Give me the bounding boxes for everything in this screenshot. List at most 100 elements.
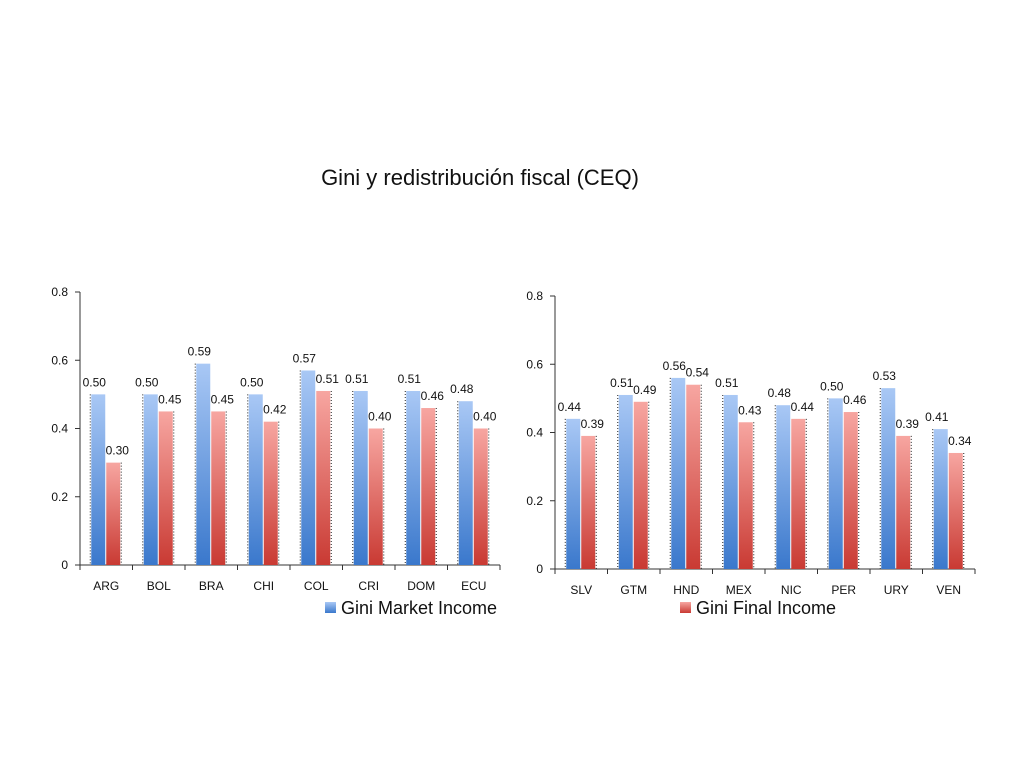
right-bar-final-ven: [948, 452, 963, 569]
left-x-tick-label-col: COL: [304, 579, 329, 593]
legend-market-swatch: [325, 602, 336, 613]
left-bar-final-bol: [158, 411, 173, 565]
left-x-tick-label-bol: BOL: [147, 579, 171, 593]
right-bar-market-per: [828, 398, 843, 569]
left-label-final-arg: 0.30: [106, 444, 130, 458]
left-label-final-bol: 0.45: [158, 392, 182, 406]
right-bar-market-mex: [723, 394, 738, 569]
left-bar-market-bol: [143, 394, 158, 565]
left-bar-market-dom: [406, 390, 421, 565]
right-bar-market-slv: [566, 418, 581, 569]
left-bar-market-ecu: [458, 401, 473, 565]
right-y-tick-label: 0: [536, 562, 543, 576]
right-bar-final-nic: [791, 418, 806, 569]
right-label-market-per: 0.50: [820, 379, 844, 393]
left-label-market-cri: 0.51: [345, 372, 369, 386]
left-label-market-ecu: 0.48: [450, 382, 474, 396]
left-x-tick-label-bra: BRA: [199, 579, 224, 593]
left-bar-final-dom: [421, 408, 436, 565]
right-label-final-ven: 0.34: [948, 434, 972, 448]
right-bar-final-hnd: [686, 384, 701, 569]
right-bar-market-hnd: [671, 377, 686, 569]
left-x-tick-label-ecu: ECU: [461, 579, 486, 593]
right-label-market-ven: 0.41: [925, 410, 949, 424]
left-y-tick-label: 0.2: [51, 490, 68, 504]
right-label-market-ury: 0.53: [873, 369, 897, 383]
right-label-market-nic: 0.48: [768, 386, 792, 400]
left-label-market-dom: 0.51: [398, 372, 422, 386]
page-title: Gini y redistribución fiscal (CEQ): [321, 165, 639, 190]
right-label-final-mex: 0.43: [738, 403, 762, 417]
left-label-market-arg: 0.50: [83, 375, 107, 389]
left-label-final-cri: 0.40: [368, 410, 392, 424]
right-x-tick-label-nic: NIC: [781, 583, 802, 597]
legend-market: Gini Market Income: [325, 598, 497, 618]
right-label-final-nic: 0.44: [791, 400, 815, 414]
left-bar-final-chi: [263, 421, 278, 565]
right-x-tick-label-slv: SLV: [570, 583, 592, 597]
right-x-tick-label-ven: VEN: [936, 583, 961, 597]
left-y-tick-label: 0.4: [51, 422, 68, 436]
right-bar-final-ury: [896, 435, 911, 569]
legend-final-swatch: [680, 602, 691, 613]
left-bar-final-col: [316, 390, 331, 565]
right-label-market-mex: 0.51: [715, 376, 739, 390]
right-bar-market-nic: [776, 405, 791, 569]
right-x-tick-label-gtm: GTM: [620, 583, 647, 597]
right-label-market-slv: 0.44: [558, 400, 582, 414]
left-label-final-dom: 0.46: [421, 389, 445, 403]
left-bar-market-col: [301, 370, 316, 565]
left-x-tick-label-cri: CRI: [358, 579, 379, 593]
legend-final: Gini Final Income: [680, 598, 836, 618]
right-label-final-gtm: 0.49: [633, 383, 657, 397]
left-label-final-ecu: 0.40: [473, 410, 497, 424]
left-y-tick-label: 0.8: [51, 285, 68, 299]
right-x-tick-label-mex: MEX: [726, 583, 752, 597]
legend-market-label: Gini Market Income: [341, 598, 497, 618]
right-y-tick-label: 0.8: [526, 289, 543, 303]
right-label-final-hnd: 0.54: [686, 366, 710, 380]
left-bar-final-bra: [211, 411, 226, 565]
right-bar-market-ury: [881, 388, 896, 569]
right-y-tick-label: 0.2: [526, 494, 543, 508]
right-x-tick-label-hnd: HND: [673, 583, 699, 597]
left-x-tick-label-dom: DOM: [407, 579, 435, 593]
left-label-market-col: 0.57: [293, 351, 317, 365]
right-bar-final-slv: [581, 435, 596, 569]
legend-final-label: Gini Final Income: [696, 598, 836, 618]
right-x-tick-label-ury: URY: [884, 583, 909, 597]
left-label-market-bol: 0.50: [135, 375, 159, 389]
left-bar-market-bra: [196, 363, 211, 565]
right-y-tick-label: 0.4: [526, 426, 543, 440]
left-y-tick-label: 0: [61, 558, 68, 572]
left-label-final-col: 0.51: [316, 372, 340, 386]
left-bar-market-cri: [353, 390, 368, 565]
left-y-tick-label: 0.6: [51, 353, 68, 367]
left-label-final-bra: 0.45: [211, 392, 235, 406]
right-bar-final-mex: [738, 422, 753, 569]
right-label-final-per: 0.46: [843, 393, 867, 407]
right-bar-final-per: [843, 412, 858, 569]
chart-left: 0 0.2 0.4 0.6 0.8 0.50 0.30 ARG 0.50 0.45 BOL 0.59 0…: [51, 285, 501, 593]
right-bar-market-gtm: [618, 394, 633, 569]
left-bar-final-arg: [106, 462, 121, 565]
left-bar-final-cri: [368, 428, 383, 565]
right-label-final-slv: 0.39: [581, 417, 605, 431]
left-label-final-chi: 0.42: [263, 403, 287, 417]
left-label-market-bra: 0.59: [188, 345, 212, 359]
right-label-market-hnd: 0.56: [663, 359, 687, 373]
left-bar-market-chi: [248, 394, 263, 565]
right-x-tick-label-per: PER: [831, 583, 856, 597]
right-bar-final-gtm: [633, 401, 648, 569]
left-x-tick-label-chi: CHI: [253, 579, 274, 593]
left-x-tick-label-arg: ARG: [93, 579, 119, 593]
right-label-final-ury: 0.39: [896, 417, 920, 431]
right-y-tick-label: 0.6: [526, 357, 543, 371]
left-bar-final-ecu: [473, 428, 488, 565]
left-label-market-chi: 0.50: [240, 375, 264, 389]
right-label-market-gtm: 0.51: [610, 376, 634, 390]
left-bar-market-arg: [91, 394, 106, 565]
right-bar-market-ven: [933, 429, 948, 569]
